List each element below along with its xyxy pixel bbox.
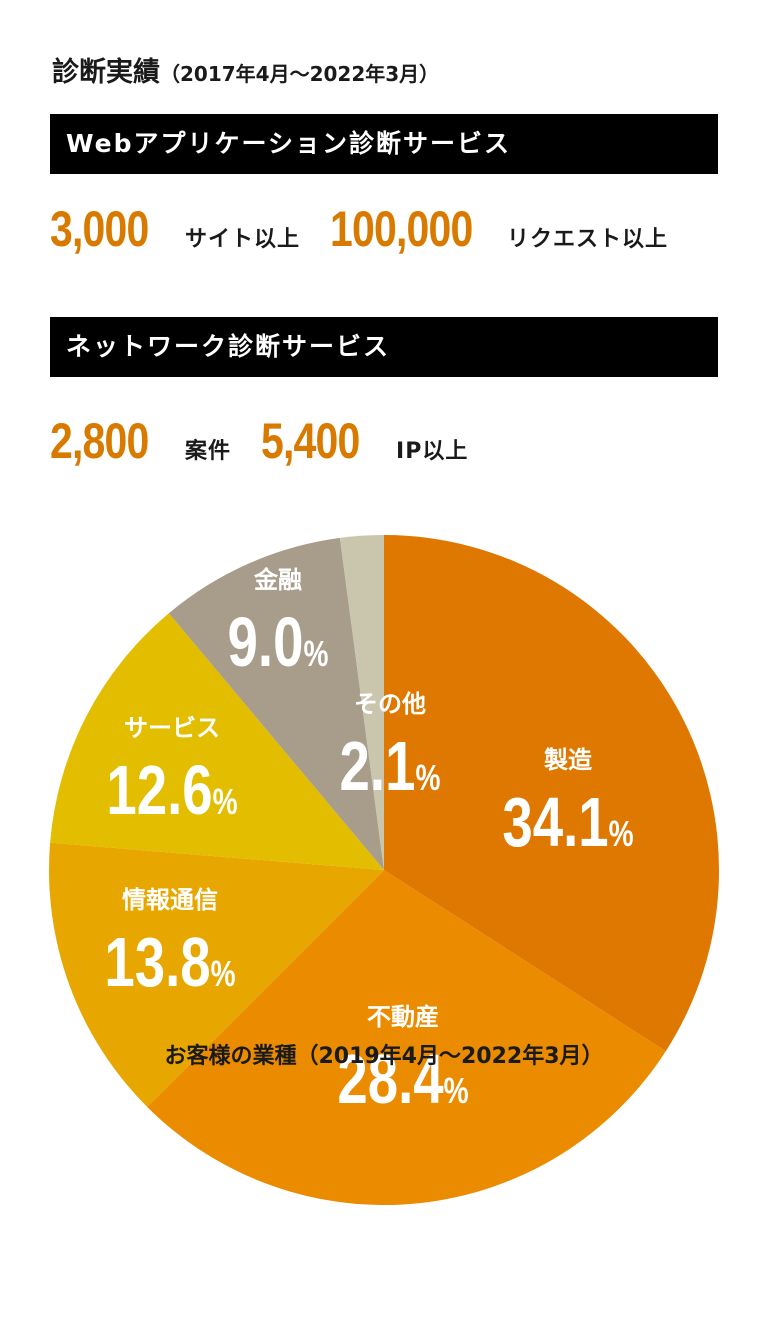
web-stats: 3,000 サイト以上 100,000 リクエスト以上 [50, 200, 668, 258]
industry-pie-chart: 製造 34.1% 不動産 28.4% 情報通信 13.8% サービス 12.6% 金融 9.0% そ… [49, 535, 720, 1205]
heading-title: 診断実績 [52, 57, 160, 88]
pie-slice [339, 535, 384, 870]
slice-percent: 34.1% [502, 784, 633, 862]
slice-percent: 28.4% [337, 1041, 468, 1119]
slice-percent: 9.0% [228, 604, 329, 682]
web-sites-value: 3,000 [50, 201, 149, 257]
pie-slices [49, 535, 720, 1205]
slice-percent: 12.6% [106, 752, 237, 830]
slice-label: サービス [124, 714, 220, 742]
page-heading: 診断実績（2017年4月～2022年3月） [52, 50, 439, 89]
network-cases-value: 2,800 [50, 413, 149, 469]
pie-slice [49, 842, 385, 1107]
network-stats: 2,800 案件 5,400 IP以上 [50, 412, 468, 470]
network-cases-unit: 案件 [185, 439, 232, 464]
pie-labels: 製造 34.1% 不動産 28.4% 情報通信 13.8% サービス 12.6% 金融 9.0% そ… [104, 566, 633, 1119]
heading-period: （2017年4月～2022年3月） [160, 62, 440, 86]
web-requests-unit: リクエスト以上 [507, 227, 669, 252]
pie-slice [168, 537, 384, 870]
pie-slice [384, 535, 720, 1052]
web-sites-unit: サイト以上 [185, 227, 301, 252]
slice-label: 金融 [253, 566, 302, 594]
network-ip-value: 5,400 [261, 413, 360, 469]
slice-label: 情報通信 [122, 886, 218, 914]
slice-label: その他 [354, 690, 426, 718]
slice-percent: 2.1% [340, 728, 441, 806]
network-ip-unit: IP以上 [396, 439, 469, 464]
chart-caption: お客様の業種（2019年4月～2022年3月） [164, 1044, 604, 1069]
slice-label: 製造 [544, 746, 592, 774]
slice-label: 不動産 [367, 1003, 439, 1031]
pie-slice [147, 870, 666, 1205]
network-service-bar: ネットワーク診断サービス [50, 317, 718, 377]
web-service-bar: Webアプリケーション診断サービス [50, 114, 718, 174]
web-requests-value: 100,000 [330, 201, 473, 257]
slice-percent: 13.8% [104, 924, 235, 1002]
pie-slice [50, 613, 384, 870]
